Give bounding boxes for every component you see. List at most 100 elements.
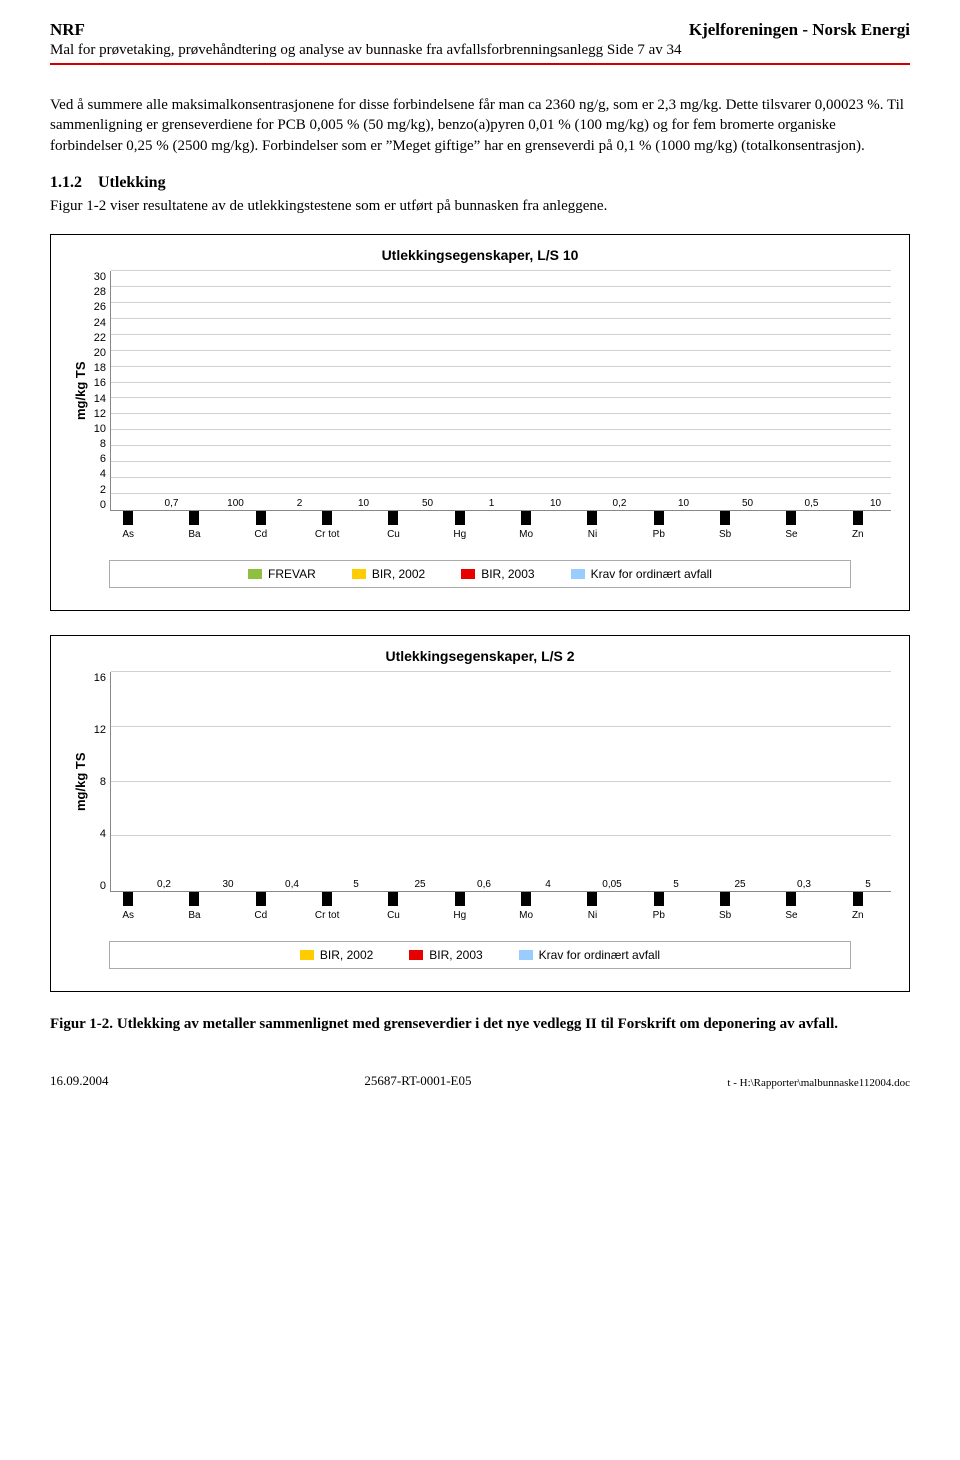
y-tick: 6: [88, 453, 106, 465]
legend-item: BIR, 2003: [461, 567, 534, 581]
x-tick: Cd: [228, 529, 294, 540]
bar-value-label: 25: [734, 879, 745, 890]
bar-value-label: 5: [673, 879, 679, 890]
page-subheader: Mal for prøvetaking, prøvehåndtering og …: [50, 42, 910, 59]
paragraph-1: Ved å summere alle maksimalkonsentrasjon…: [50, 95, 910, 156]
x-tick-label: Mo: [493, 529, 559, 540]
y-tick: 2: [88, 484, 106, 496]
x-tick-label: Sb: [692, 910, 758, 921]
x-tick-marker: [786, 892, 796, 906]
y-tick: 8: [88, 776, 106, 788]
bar-value-label: 0,2: [157, 879, 171, 890]
legend-label: Krav for ordinært avfall: [539, 948, 660, 962]
bar-value-label: 25: [414, 879, 425, 890]
x-tick-label: Cd: [228, 910, 294, 921]
chart-title: Utlekkingsegenskaper, L/S 10: [69, 247, 891, 263]
y-tick: 30: [88, 271, 106, 283]
legend-item: FREVAR: [248, 567, 316, 581]
x-tick-marker: [587, 892, 597, 906]
chart-title: Utlekkingsegenskaper, L/S 2: [69, 648, 891, 664]
bar-value-label: 0,3: [797, 879, 811, 890]
x-tick-label: Zn: [825, 910, 891, 921]
x-tick-marker: [388, 511, 398, 525]
chart-ls2: Utlekkingsegenskaper, L/S 2 mg/kg TS 048…: [50, 635, 910, 992]
x-tick-marker: [853, 511, 863, 525]
y-tick: 24: [88, 317, 106, 329]
chart-legend: FREVAR BIR, 2002 BIR, 2003 Krav for ordinær…: [109, 560, 851, 588]
x-tick-marker: [322, 892, 332, 906]
figure-caption: Figur 1-2. Utlekking av metaller sammenl…: [50, 1016, 910, 1033]
x-tick: Cu: [360, 910, 426, 921]
y-axis-ticks: 0481216: [88, 672, 110, 892]
figure-caption-lead: Figur 1-2.: [50, 1016, 113, 1032]
x-tick: Se: [758, 910, 824, 921]
x-tick-label: Se: [758, 910, 824, 921]
header-rule: [50, 63, 910, 65]
x-tick-marker: [853, 892, 863, 906]
bar-value-label: 100: [227, 498, 244, 509]
x-tick: Ni: [559, 529, 625, 540]
bar-value-label: 5: [353, 879, 359, 890]
x-tick-label: As: [95, 529, 161, 540]
y-tick: 4: [88, 828, 106, 840]
x-tick: Se: [758, 529, 824, 540]
y-tick: 4: [88, 468, 106, 480]
legend-item: BIR, 2002: [352, 567, 425, 581]
x-tick-marker: [388, 892, 398, 906]
bar-value-label: 1: [489, 498, 495, 509]
x-tick-marker: [786, 511, 796, 525]
figure-caption-text: Utlekking av metaller sammenlignet med g…: [117, 1016, 838, 1032]
x-tick-label: Ba: [161, 529, 227, 540]
x-tick: Hg: [427, 910, 493, 921]
x-tick-marker: [455, 892, 465, 906]
bar-value-label: 4: [545, 879, 551, 890]
y-tick: 26: [88, 301, 106, 313]
x-tick-label: Sb: [692, 529, 758, 540]
x-tick: As: [95, 910, 161, 921]
y-tick: 12: [88, 724, 106, 736]
y-tick: 8: [88, 438, 106, 450]
x-tick-label: Zn: [825, 529, 891, 540]
legend-swatch: [300, 950, 314, 960]
x-tick: Zn: [825, 910, 891, 921]
x-tick-label: Cu: [360, 529, 426, 540]
x-tick-label: Mo: [493, 910, 559, 921]
y-tick: 0: [88, 499, 106, 511]
x-tick-label: Ni: [559, 529, 625, 540]
legend-swatch: [571, 569, 585, 579]
chart-ls10: Utlekkingsegenskaper, L/S 10 mg/kg TS 02…: [50, 234, 910, 611]
footer-docnum: 25687-RT-0001-E05: [109, 1073, 728, 1089]
y-tick: 0: [88, 880, 106, 892]
legend-swatch: [461, 569, 475, 579]
x-tick-marker: [654, 511, 664, 525]
x-tick: Cd: [228, 910, 294, 921]
bar-value-label: 0,7: [165, 498, 179, 509]
x-tick-marker: [189, 511, 199, 525]
x-tick: Zn: [825, 529, 891, 540]
legend-swatch: [248, 569, 262, 579]
x-tick: Mo: [493, 910, 559, 921]
legend-label: Krav for ordinært avfall: [591, 567, 712, 581]
bar-value-label: 5: [865, 879, 871, 890]
x-tick: Sb: [692, 529, 758, 540]
x-tick-label: Ba: [161, 910, 227, 921]
org-right: Kjelforeningen - Norsk Energi: [689, 20, 910, 40]
bar-value-label: 2: [297, 498, 303, 509]
legend-item: Krav for ordinært avfall: [519, 948, 660, 962]
bar-value-label: 10: [550, 498, 561, 509]
x-tick: Ni: [559, 910, 625, 921]
bar-value-label: 0,6: [477, 879, 491, 890]
legend-label: BIR, 2002: [372, 567, 425, 581]
x-tick-marker: [587, 511, 597, 525]
x-tick-marker: [256, 511, 266, 525]
footer-path: t - H:\Rapporter\malbunnaske112004.doc: [727, 1077, 910, 1089]
y-tick: 22: [88, 332, 106, 344]
legend-label: FREVAR: [268, 567, 316, 581]
x-tick-label: Se: [758, 529, 824, 540]
x-tick-marker: [521, 511, 531, 525]
section-heading: 1.1.2 Utlekking: [50, 174, 910, 192]
x-tick-label: Ni: [559, 910, 625, 921]
legend-swatch: [409, 950, 423, 960]
x-tick-marker: [123, 892, 133, 906]
legend-item: BIR, 2003: [409, 948, 482, 962]
